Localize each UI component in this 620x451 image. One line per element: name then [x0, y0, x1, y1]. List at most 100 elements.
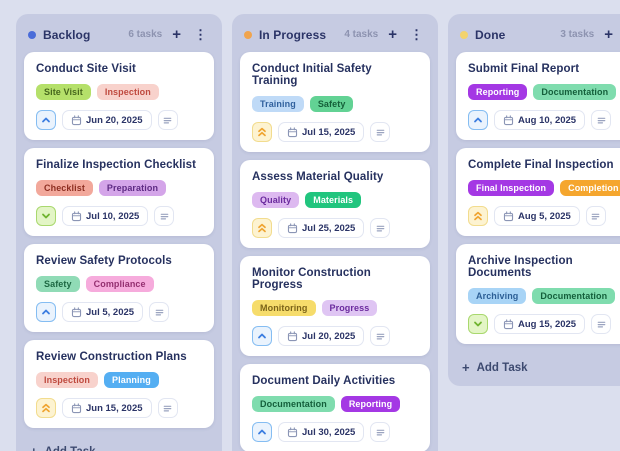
- description-icon[interactable]: [370, 422, 391, 442]
- task-meta-row: Jul 25, 2025: [252, 218, 418, 238]
- priority-up-icon[interactable]: [252, 326, 272, 346]
- description-icon[interactable]: [149, 302, 170, 322]
- description-icon[interactable]: [370, 122, 391, 142]
- calendar-icon: [287, 330, 298, 341]
- tag-documentation: Documentation: [252, 396, 335, 412]
- priority-up-icon[interactable]: [468, 110, 488, 130]
- add-task-label: Add Task: [476, 361, 528, 374]
- tag-list: Documentation Reporting: [252, 396, 418, 412]
- column-status-dot-icon: [28, 30, 36, 39]
- task-title: Conduct Site Visit: [36, 63, 136, 75]
- priority-up-icon[interactable]: [36, 302, 56, 322]
- description-icon[interactable]: [370, 326, 391, 346]
- task-title: Review Safety Protocols: [36, 255, 172, 267]
- priority-double-up-icon[interactable]: [252, 122, 272, 142]
- calendar-icon: [287, 126, 298, 137]
- due-date-chip[interactable]: Jul 20, 2025: [278, 326, 365, 346]
- description-icon[interactable]: [591, 110, 612, 130]
- priority-down-icon[interactable]: [468, 314, 488, 334]
- due-date-chip[interactable]: Aug 10, 2025: [494, 110, 586, 130]
- calendar-icon: [71, 306, 82, 317]
- due-date-chip[interactable]: Jul 15, 2025: [278, 122, 365, 142]
- task-card[interactable]: Review Construction Plans Inspection Plan…: [24, 340, 214, 428]
- due-date-text: Aug 5, 2025: [518, 210, 571, 222]
- tag-site-visit: Site Visit: [36, 84, 91, 100]
- task-card[interactable]: Finalize Inspection Checklist Checklist P…: [24, 148, 214, 236]
- calendar-icon: [71, 210, 82, 221]
- tag-list: Checklist Preparation: [36, 180, 202, 196]
- tag-list: Safety Compliance: [36, 276, 202, 292]
- column-title: Done: [475, 27, 506, 42]
- task-title: Submit Final Report: [468, 63, 580, 75]
- description-icon[interactable]: [585, 206, 606, 226]
- column-add-icon[interactable]: +: [385, 27, 400, 42]
- due-date-text: Aug 15, 2025: [518, 318, 577, 330]
- description-icon[interactable]: [157, 110, 178, 130]
- description-icon[interactable]: [157, 398, 178, 418]
- priority-up-icon[interactable]: [36, 110, 56, 130]
- tag-training: Training: [252, 96, 304, 112]
- due-date-chip[interactable]: Jul 10, 2025: [62, 206, 149, 226]
- column-status-dot-icon: [460, 30, 468, 39]
- task-card[interactable]: Conduct Site Visit Site Visit Inspection …: [24, 52, 214, 140]
- task-meta-row: Aug 10, 2025: [468, 110, 620, 130]
- due-date-chip[interactable]: Aug 15, 2025: [494, 314, 586, 334]
- task-card[interactable]: Complete Final Inspection Final Inspecti…: [456, 148, 620, 236]
- priority-up-icon[interactable]: [252, 422, 272, 442]
- add-task-button[interactable]: + Add Task: [456, 352, 534, 378]
- add-task-button[interactable]: + Add Task: [24, 436, 102, 451]
- task-card[interactable]: Document Daily Activities Documentation R…: [240, 364, 430, 451]
- due-date-chip[interactable]: Jul 5, 2025: [62, 302, 144, 322]
- calendar-icon: [287, 426, 298, 437]
- due-date-text: Jul 15, 2025: [302, 126, 356, 138]
- task-meta-row: Jun 20, 2025: [36, 110, 202, 130]
- column-menu-icon[interactable]: ⋮: [191, 28, 210, 41]
- due-date-chip[interactable]: Jul 30, 2025: [278, 422, 365, 442]
- due-date-chip[interactable]: Jun 15, 2025: [62, 398, 152, 418]
- tag-reporting: Reporting: [340, 396, 401, 412]
- due-date-text: Jul 10, 2025: [86, 210, 140, 222]
- description-icon[interactable]: [370, 218, 391, 238]
- column-menu-icon[interactable]: ⋮: [407, 28, 426, 41]
- column-header: Done 3 tasks + ⋮: [456, 22, 620, 52]
- column-add-icon[interactable]: +: [601, 27, 616, 42]
- column-task-count: 4 tasks: [344, 29, 379, 40]
- task-card[interactable]: Assess Material Quality Quality Materials…: [240, 160, 430, 248]
- due-date-chip[interactable]: Jun 20, 2025: [62, 110, 152, 130]
- due-date-chip[interactable]: Aug 5, 2025: [494, 206, 580, 226]
- task-meta-row: Aug 5, 2025: [468, 206, 620, 226]
- priority-double-up-icon[interactable]: [36, 398, 56, 418]
- due-date-text: Jun 15, 2025: [86, 402, 143, 414]
- plus-icon: +: [30, 445, 38, 451]
- due-date-text: Jul 5, 2025: [86, 306, 135, 318]
- task-card[interactable]: Conduct Initial Safety Training Training…: [240, 52, 430, 152]
- due-date-chip[interactable]: Jul 25, 2025: [278, 218, 365, 238]
- task-meta-row: Jul 20, 2025: [252, 326, 418, 346]
- tag-list: Monitoring Progress: [252, 300, 418, 316]
- tag-list: Reporting Documentation: [468, 84, 620, 100]
- tag-list: Training Safety: [252, 96, 418, 112]
- task-card[interactable]: Monitor Construction Progress Monitoring…: [240, 256, 430, 356]
- task-meta-row: Jul 5, 2025: [36, 302, 202, 322]
- tag-inspection: Inspection: [36, 372, 99, 388]
- task-card[interactable]: Submit Final Report Reporting Documentati…: [456, 52, 620, 140]
- tag-list: Quality Materials: [252, 192, 418, 208]
- priority-down-icon[interactable]: [36, 206, 56, 226]
- column-header: Backlog 6 tasks + ⋮: [24, 22, 214, 52]
- description-icon[interactable]: [154, 206, 175, 226]
- task-title: Complete Final Inspection: [468, 159, 614, 171]
- calendar-icon: [503, 210, 514, 221]
- tag-materials: Materials: [305, 192, 362, 208]
- task-card[interactable]: Archive Inspection Documents Archiving Do…: [456, 244, 620, 344]
- task-title: Conduct Initial Safety Training: [252, 63, 372, 87]
- task-card[interactable]: Review Safety Protocols Safety Compliance…: [24, 244, 214, 332]
- column-task-count: 6 tasks: [128, 29, 163, 40]
- description-icon[interactable]: [591, 314, 612, 334]
- tag-list: Archiving Documentation: [468, 288, 620, 304]
- tag-safety: Safety: [36, 276, 80, 292]
- priority-double-up-icon[interactable]: [252, 218, 272, 238]
- priority-double-up-icon[interactable]: [468, 206, 488, 226]
- column-add-icon[interactable]: +: [169, 27, 184, 42]
- task-title: Document Daily Activities: [252, 375, 396, 387]
- tag-documentation: Documentation: [532, 288, 616, 304]
